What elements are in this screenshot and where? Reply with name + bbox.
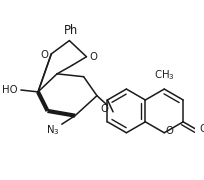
Text: N$_3$: N$_3$ [46,123,60,137]
Text: O: O [89,52,97,62]
Text: O: O [198,123,204,134]
Text: O: O [100,104,108,114]
Text: O: O [164,126,172,136]
Text: Ph: Ph [64,24,78,37]
Text: CH$_3$: CH$_3$ [153,68,174,82]
Text: O: O [40,50,48,60]
Text: HO: HO [2,85,17,95]
